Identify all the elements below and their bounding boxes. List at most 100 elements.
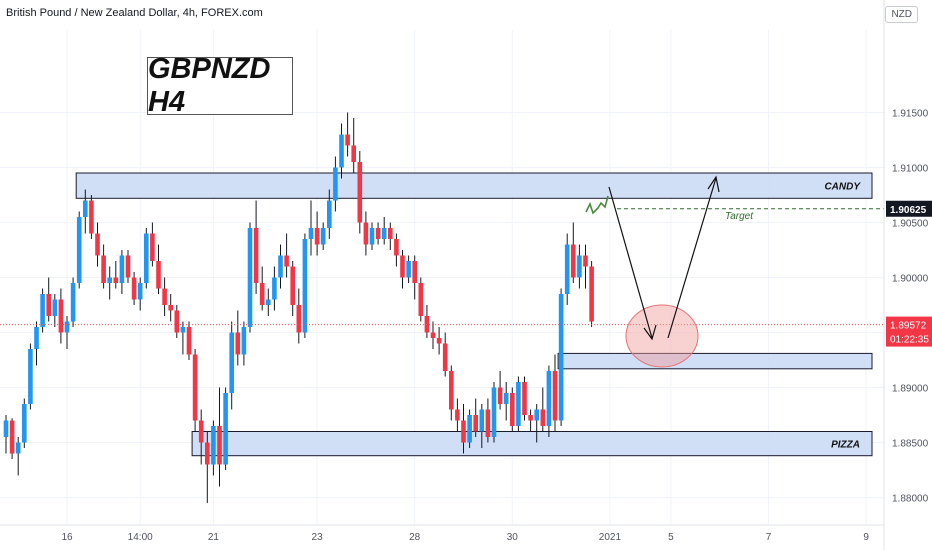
candle-body xyxy=(394,239,399,256)
candle-body xyxy=(180,327,186,333)
candle-body xyxy=(491,387,497,437)
candle-body xyxy=(351,145,356,162)
candle-body xyxy=(241,327,247,355)
candle-body xyxy=(400,255,405,278)
candle-body xyxy=(357,162,363,223)
candle-body xyxy=(522,382,527,415)
candle-body xyxy=(583,255,588,267)
candle-body xyxy=(564,244,570,294)
candle-body xyxy=(418,283,424,316)
candle-body xyxy=(558,294,564,421)
candle-body xyxy=(412,261,417,283)
candle-body xyxy=(107,277,112,283)
candle-body xyxy=(430,332,436,338)
countdown-text: 01:22:35 xyxy=(890,335,929,346)
candle-body xyxy=(217,426,222,465)
zones: CANDY PIZZA xyxy=(75,172,873,457)
candle-body xyxy=(150,233,155,261)
candle-body xyxy=(333,167,338,201)
candle-body xyxy=(284,255,289,267)
candle-body xyxy=(455,409,460,421)
target-price-text: 1.90625 xyxy=(890,205,927,216)
x-tick-label: 16 xyxy=(61,532,73,543)
candle-body xyxy=(510,393,515,426)
candle-body xyxy=(144,233,149,283)
candle-body xyxy=(137,283,143,300)
projection-down-arrowhead xyxy=(643,324,657,341)
candle-body xyxy=(442,343,448,371)
y-tick-label: 1.90500 xyxy=(892,219,929,230)
candle-body xyxy=(589,266,594,322)
candle-body xyxy=(28,349,33,404)
candle-body xyxy=(235,332,241,355)
candle-body xyxy=(186,327,192,355)
candles xyxy=(3,112,594,503)
projection-up-line xyxy=(667,177,717,339)
zone-label: CANDY xyxy=(824,182,861,193)
y-tick-label: 1.88500 xyxy=(892,439,929,450)
candle-body xyxy=(314,228,320,245)
candle-body xyxy=(101,255,106,283)
candle-body xyxy=(247,228,253,327)
candle-body xyxy=(296,305,302,333)
candle-body xyxy=(571,244,576,278)
candle-body xyxy=(327,200,332,228)
x-tick-label: 2021 xyxy=(599,532,622,543)
candle-body xyxy=(15,442,21,454)
candle-body xyxy=(290,266,295,305)
candle-body xyxy=(375,228,381,239)
candle-body xyxy=(162,288,167,305)
candle-body xyxy=(58,299,64,333)
symbol-title: British Pound / New Zealand Dollar, 4h, … xyxy=(6,7,263,19)
candle-body xyxy=(320,228,326,245)
candle-body xyxy=(369,228,375,245)
y-tick-label: 1.89000 xyxy=(892,384,929,395)
time-axis: 16 14:00 21 23 28 30 2021 5 7 9 xyxy=(0,524,884,543)
y-tick-label: 1.91500 xyxy=(892,109,929,120)
candle-body xyxy=(125,255,131,278)
annotation-title: GBPNZD H4 xyxy=(147,53,293,118)
candle-body xyxy=(406,261,411,278)
candle-body xyxy=(497,387,503,404)
candle-body xyxy=(272,277,277,300)
candle-body xyxy=(119,255,125,283)
last-price-text: 1.89572 xyxy=(890,321,927,332)
candle-body xyxy=(229,332,234,393)
candle-body xyxy=(546,371,552,426)
x-tick-label: 9 xyxy=(863,532,869,543)
candle-body xyxy=(174,310,180,333)
candle-body xyxy=(388,228,393,239)
candle-body xyxy=(156,261,161,289)
y-tick-label: 1.90000 xyxy=(892,274,929,285)
overlays: Target xyxy=(0,175,884,368)
last-price-tag xyxy=(886,316,932,347)
candle-body xyxy=(577,255,582,278)
candle-body xyxy=(534,409,539,421)
candle-body xyxy=(436,338,442,344)
candle-body xyxy=(76,217,82,283)
candle-body xyxy=(473,415,478,432)
currency-badge[interactable]: NZD xyxy=(885,6,918,23)
candle-body xyxy=(540,409,546,426)
target-price-tag xyxy=(886,200,932,217)
candle-body xyxy=(552,371,558,421)
candle-body xyxy=(198,420,204,443)
candle-body xyxy=(46,294,51,316)
candle-body xyxy=(70,283,76,322)
zone-label: PIZZA xyxy=(831,440,860,451)
projection-down-line xyxy=(608,186,653,339)
candle-body xyxy=(485,409,491,437)
projection-up-arrowhead xyxy=(707,175,720,193)
zone-box xyxy=(557,352,873,370)
y-tick-label: 1.88000 xyxy=(892,494,929,505)
x-tick-label: 23 xyxy=(312,532,324,543)
candle-body xyxy=(211,426,216,465)
retest-ellipse xyxy=(625,304,699,368)
y-tick-label: 1.91000 xyxy=(892,164,929,175)
candle-body xyxy=(503,393,509,404)
price-axis: 1.880001.885001.890001.895001.900001.905… xyxy=(883,0,932,550)
candle-body xyxy=(467,415,472,443)
candle-body xyxy=(40,294,45,327)
candle-body xyxy=(363,222,369,245)
